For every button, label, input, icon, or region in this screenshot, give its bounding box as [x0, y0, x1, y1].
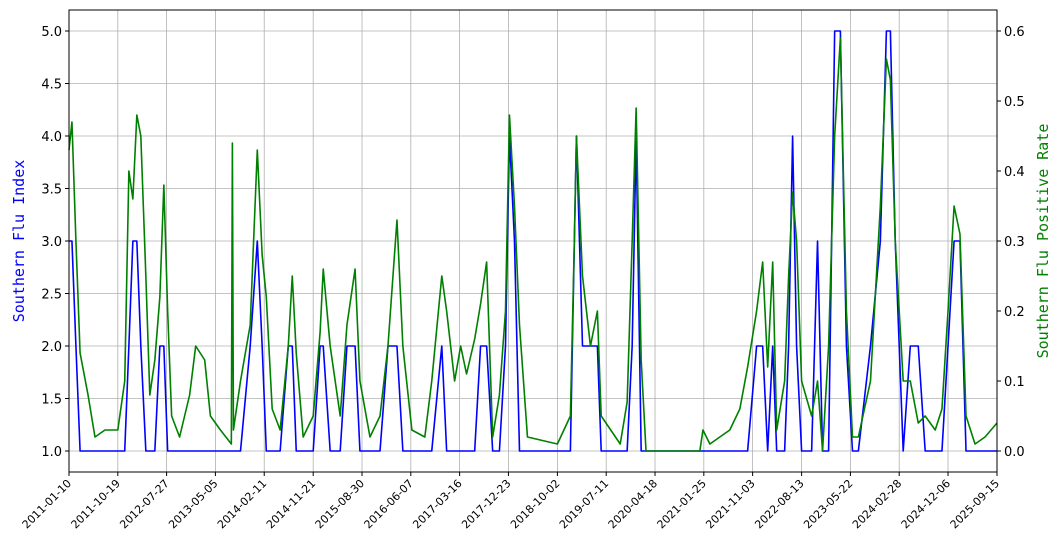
y-tick-label: 5.0: [41, 25, 62, 40]
y-tick-label: 4.5: [41, 78, 62, 93]
y-tick-label: 3.0: [41, 235, 62, 250]
y-tick-label: 1.0: [41, 445, 62, 460]
y-tick-label: 1.5: [41, 393, 62, 408]
x-tick-label: 2023-05-22: [801, 477, 855, 531]
y-tick-label: 4.0: [41, 130, 62, 145]
x-tick-label: 2012-07-27: [117, 477, 171, 531]
y2-axis-label: Southern Flu Positive Rate: [1034, 124, 1052, 359]
x-tick-label: 2015-08-30: [313, 477, 367, 531]
x-tick-label: 2014-11-21: [264, 477, 318, 531]
y-axis-label: Southern Flu Index: [10, 160, 28, 323]
x-tick-label: 2016-06-07: [362, 477, 416, 531]
x-tick-label: 2025-09-15: [948, 477, 1002, 531]
x-tick-label: 2011-10-19: [69, 477, 123, 531]
x-tick-label: 2013-05-05: [166, 477, 220, 531]
x-tick-label: 2014-02-11: [215, 477, 269, 531]
y2-tick-label: 0.6: [1004, 25, 1025, 40]
y2-tick-label: 0.3: [1004, 235, 1025, 250]
x-tick-label: 2019-07-11: [557, 477, 611, 531]
y-tick-label: 2.5: [41, 288, 62, 303]
x-tick-label: 2017-12-23: [459, 477, 513, 531]
x-tick-label: 2011-01-10: [20, 477, 74, 531]
x-tick-label: 2024-02-28: [850, 477, 904, 531]
y2-tick-label: 0.2: [1004, 305, 1025, 320]
y2-tick-label: 0.4: [1004, 165, 1025, 180]
x-tick-label: 2021-11-03: [703, 477, 757, 531]
data-line: [69, 30, 997, 452]
x-tick-label: 2020-04-18: [606, 477, 660, 531]
x-tick-label: 2021-01-25: [655, 477, 709, 531]
x-tick-label: 2024-12-06: [899, 477, 953, 531]
x-tick-label: 2022-08-13: [752, 477, 806, 531]
y2-tick-label: 0.5: [1004, 95, 1025, 110]
y-tick-label: 2.0: [41, 340, 62, 355]
y-tick-label: 3.5: [41, 183, 62, 198]
x-tick-label: 2018-10-02: [508, 477, 562, 531]
data-line: [68, 37, 998, 452]
plot-frame: [68, 9, 998, 473]
y2-tick-label: 0.1: [1004, 375, 1025, 390]
y2-tick-label: 0.0: [1004, 445, 1025, 460]
x-tick-label: 2017-03-16: [410, 477, 464, 531]
